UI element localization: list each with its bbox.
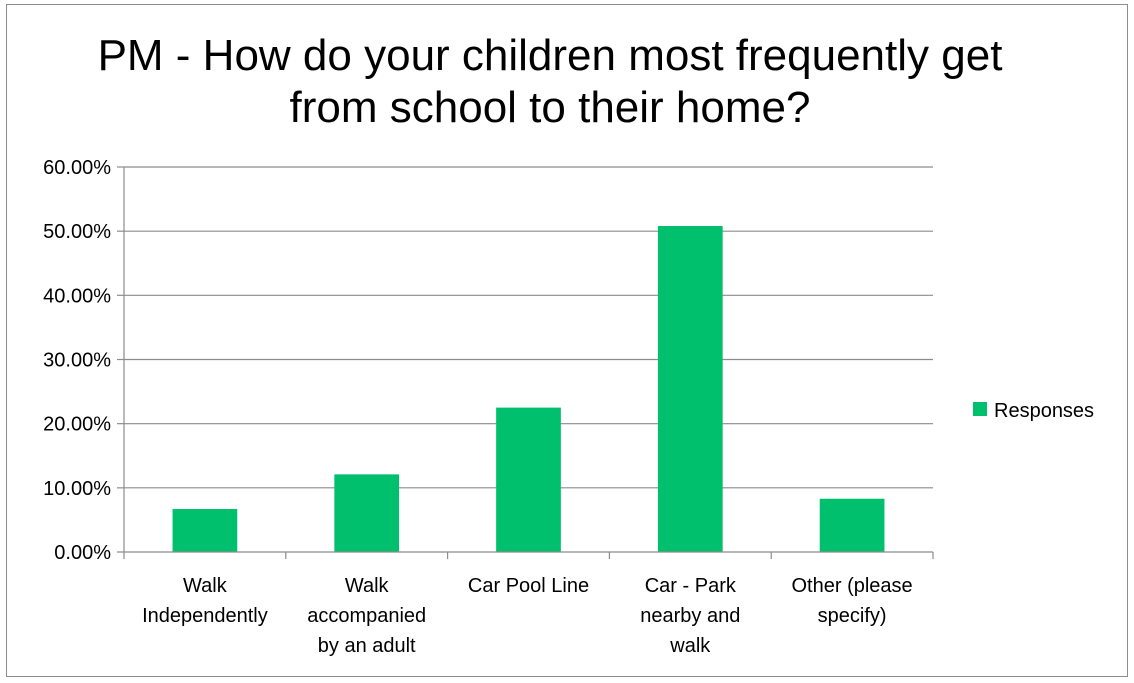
x-category-label: nearby and xyxy=(640,605,740,627)
chart-frame xyxy=(6,4,1128,677)
y-tick-label: 30.00% xyxy=(43,350,111,372)
legend-swatch xyxy=(973,402,987,416)
x-category-label: Walk xyxy=(183,575,228,597)
x-category-label: Walk xyxy=(345,575,390,597)
bars xyxy=(172,226,885,553)
chart-title: PM - How do your children most frequentl… xyxy=(97,31,1003,132)
x-category-label: Other (please xyxy=(792,575,913,597)
axes xyxy=(117,166,934,559)
y-tick-label: 50.00% xyxy=(43,221,111,243)
bar xyxy=(334,474,400,552)
y-tick-label: 20.00% xyxy=(43,414,111,436)
bar xyxy=(496,407,561,552)
x-category-label: accompanied xyxy=(307,605,426,627)
x-category-label: Car - Park xyxy=(645,575,737,597)
legend-label: Responses xyxy=(994,400,1094,422)
y-tick-labels: 0.00% 10.00% 20.00% 30.00% 40.00% 50.00% 60.00… xyxy=(43,157,111,564)
x-category-label: specify) xyxy=(818,605,887,627)
x-category-label: Independently xyxy=(142,605,268,627)
y-tick-label: 60.00% xyxy=(43,157,111,179)
y-tick-label: 40.00% xyxy=(43,285,111,307)
bar xyxy=(819,498,885,552)
bar xyxy=(657,226,723,553)
y-tick-label: 0.00% xyxy=(54,542,111,564)
x-category-labels: Walk Independently Walk accompanied by an ad… xyxy=(142,575,913,657)
bar xyxy=(172,509,238,552)
x-category-label: Car Pool Line xyxy=(468,575,589,597)
x-category-label: walk xyxy=(669,635,711,657)
legend: Responses xyxy=(973,400,1094,422)
x-category-label: by an adult xyxy=(318,635,416,657)
y-tick-label: 10.00% xyxy=(43,478,111,500)
